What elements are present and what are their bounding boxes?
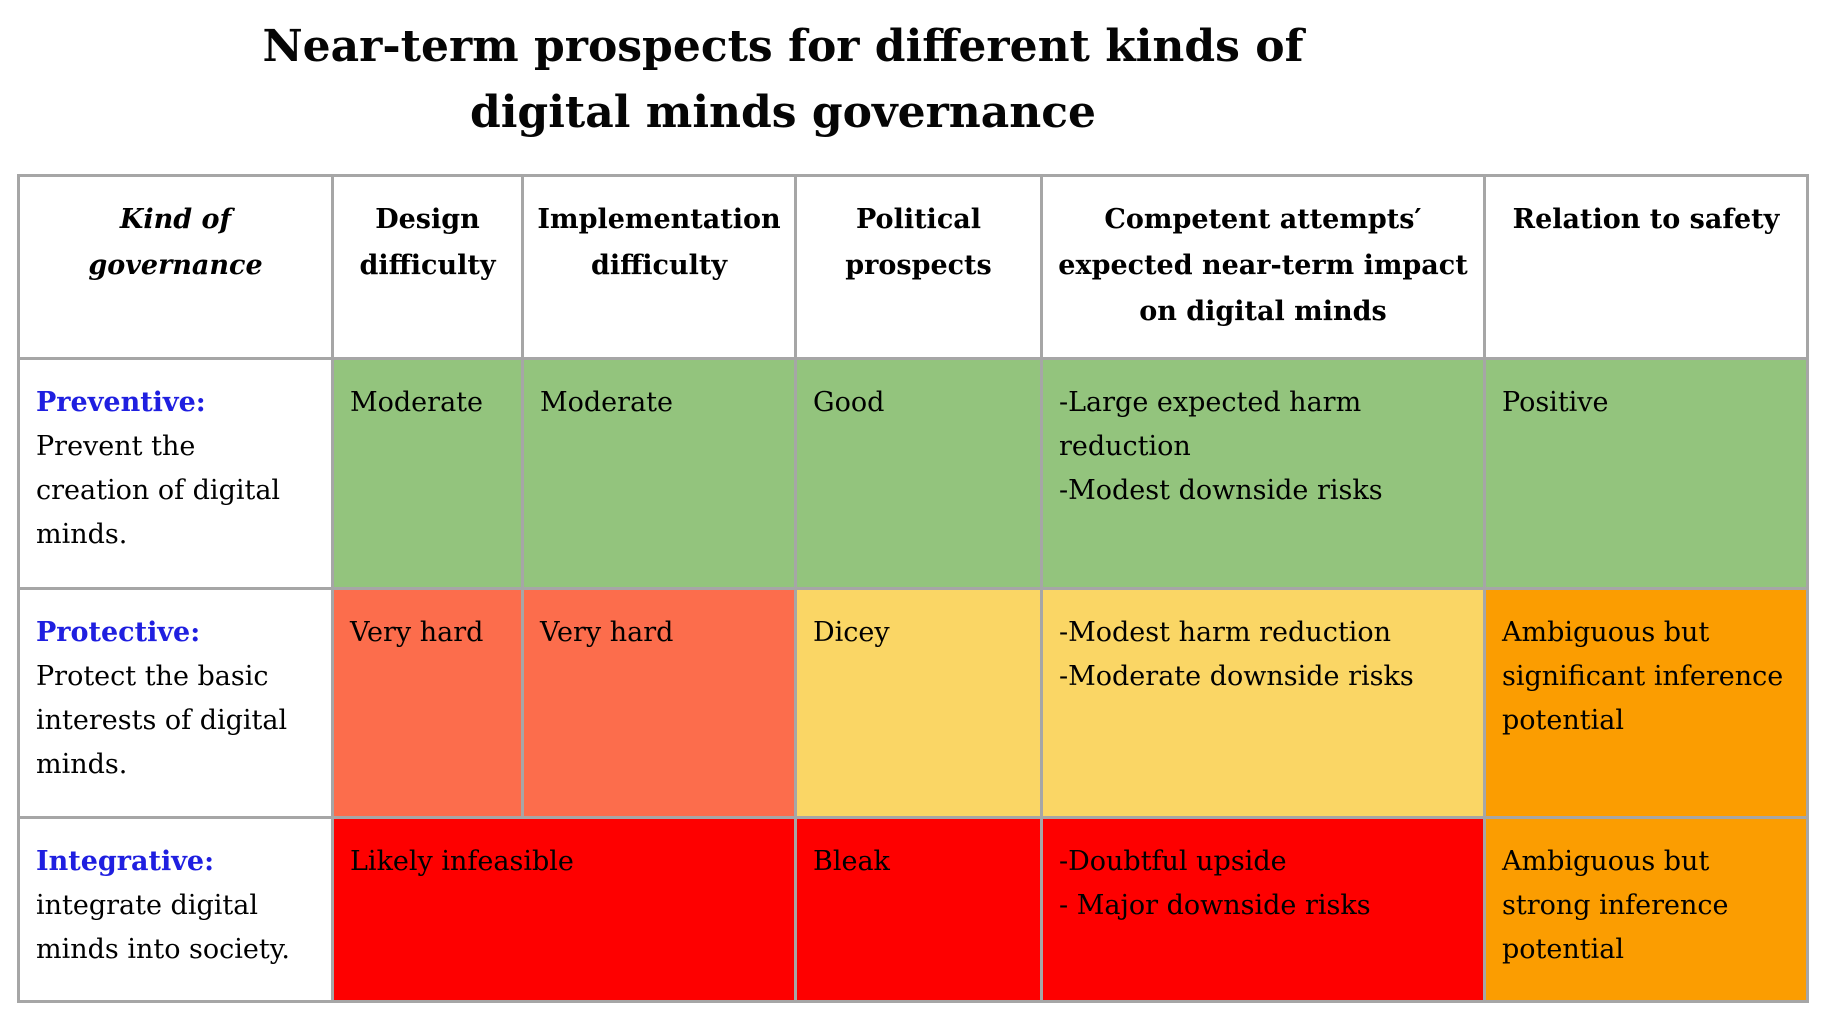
cell-protective-impact: -Modest harm reduction -Moderate downsid… <box>1040 587 1486 819</box>
row-protective: Protective: Protect the basic interests … <box>17 587 1809 819</box>
cell-integrative-safety: Ambiguous but strong inference potential <box>1483 816 1809 1003</box>
cell-preventive-implementation: Moderate <box>521 357 797 590</box>
cell-protective-safety: Ambiguous but significant inference pote… <box>1483 587 1809 819</box>
cell-integrative-feasibility: Likely infeasible <box>331 816 797 1003</box>
page-title-line-2: digital minds governance <box>469 87 1097 138</box>
governance-table: Kind of governance Design difficulty Imp… <box>17 174 1809 1003</box>
cell-preventive-safety: Positive <box>1483 357 1809 590</box>
cell-protective-label: Protective: Protect the basic interests … <box>17 587 334 819</box>
cell-protective-political: Dicey <box>794 587 1043 819</box>
header-expected-impact: Competent attempts′ expected near-term i… <box>1040 174 1486 360</box>
header-kind-of-governance: Kind of governance <box>17 174 334 360</box>
cell-protective-design: Very hard <box>331 587 524 819</box>
page-title: Near-term prospects for different kinds … <box>0 14 1566 146</box>
cell-integrative-label: Integrative: integrate digital minds int… <box>17 816 334 1003</box>
cell-preventive-political: Good <box>794 357 1043 590</box>
header-row: Kind of governance Design difficulty Imp… <box>17 174 1809 360</box>
row-label-protective: Protective: <box>36 617 201 648</box>
cell-integrative-impact: -Doubtful upside - Major downside risks <box>1040 816 1486 1003</box>
header-implementation-difficulty: Implementation difficulty <box>521 174 797 360</box>
row-preventive: Preventive: Prevent the creation of digi… <box>17 357 1809 590</box>
header-political-prospects: Political prospects <box>794 174 1043 360</box>
row-integrative: Integrative: integrate digital minds int… <box>17 816 1809 1003</box>
cell-protective-implementation: Very hard <box>521 587 797 819</box>
cell-preventive-design: Moderate <box>331 357 524 590</box>
row-label-integrative: Integrative: <box>36 846 215 877</box>
page-title-line-1: Near-term prospects for different kinds … <box>262 21 1304 72</box>
cell-preventive-label: Preventive: Prevent the creation of digi… <box>17 357 334 590</box>
header-relation-to-safety: Relation to safety <box>1483 174 1809 360</box>
cell-preventive-impact: -Large expected harm reduction -Modest d… <box>1040 357 1486 590</box>
cell-integrative-political: Bleak <box>794 816 1043 1003</box>
header-design-difficulty: Design difficulty <box>331 174 524 360</box>
row-label-preventive: Preventive: <box>36 387 206 418</box>
